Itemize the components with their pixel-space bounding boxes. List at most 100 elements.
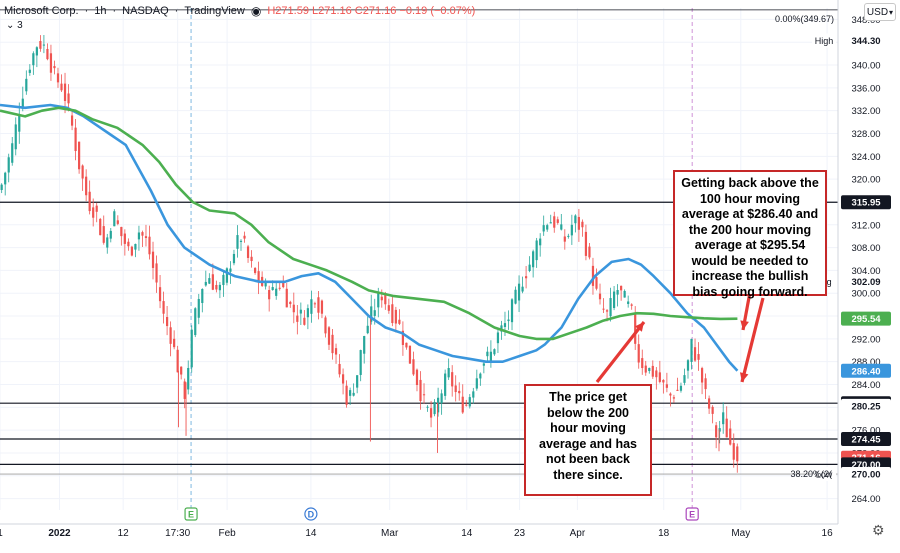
- candle-body: [468, 397, 471, 407]
- candle-body: [510, 299, 514, 323]
- candle-body: [0, 184, 3, 190]
- candle-body: [553, 216, 556, 228]
- candle-body: [655, 370, 658, 378]
- arrow-head: [739, 372, 749, 382]
- candle-body: [620, 285, 623, 291]
- settings-gear-icon[interactable]: ⚙: [872, 522, 885, 538]
- candle-body: [225, 268, 229, 283]
- interval-label[interactable]: 1h: [94, 5, 107, 17]
- event-marker: [685, 507, 699, 521]
- ma-collapse-toggle[interactable]: ⌄ 3: [6, 20, 23, 31]
- candle-body: [570, 224, 573, 236]
- candle-body: [708, 398, 711, 409]
- candle-body: [70, 115, 74, 126]
- candle-body: [384, 293, 387, 305]
- candle-body: [560, 224, 563, 230]
- candle-body: [296, 315, 299, 322]
- candle-body: [285, 288, 288, 308]
- candle-body: [486, 351, 489, 357]
- candle-body: [567, 235, 570, 237]
- candle-body: [197, 298, 200, 318]
- candle-body: [679, 385, 683, 391]
- candle-body: [451, 372, 454, 387]
- candle-body: [39, 41, 42, 49]
- candle-body: [472, 391, 475, 398]
- candle-body: [394, 309, 397, 324]
- candle-body: [239, 240, 243, 242]
- candle-body: [412, 359, 415, 375]
- symbol-name[interactable]: Microsoft Corp.: [4, 5, 79, 17]
- candle-body: [148, 236, 151, 255]
- candle-body: [120, 226, 123, 237]
- currency-button[interactable]: USD ▾: [864, 3, 896, 21]
- candle-body: [602, 308, 605, 310]
- annotation-arrow: [740, 297, 765, 383]
- eye-icon[interactable]: ◉: [250, 4, 262, 18]
- candle-body: [176, 349, 179, 373]
- y-tick-label: 308.00: [851, 243, 880, 254]
- candle-body: [401, 330, 405, 345]
- candle-body: [250, 256, 253, 262]
- candle-body: [190, 329, 193, 368]
- candle-body: [380, 296, 383, 301]
- candle-body: [116, 220, 119, 224]
- candle-body: [465, 404, 468, 406]
- candle-body: [127, 241, 130, 247]
- y-tick-label: 336.00: [851, 83, 880, 94]
- x-tick-label: Mar: [381, 528, 399, 539]
- y-tick-label: 312.00: [851, 220, 880, 231]
- candle-body: [454, 385, 457, 393]
- candle-body: [278, 287, 281, 289]
- candle-body: [21, 98, 24, 109]
- candle-body: [665, 384, 668, 388]
- y-tick-label: 324.00: [851, 152, 880, 163]
- candle-body: [92, 207, 95, 218]
- price-badge: [841, 311, 891, 326]
- candle-body: [88, 191, 91, 212]
- price-badge: [841, 398, 891, 413]
- fib-label-top: 0.00%(349.67): [775, 14, 834, 24]
- candle-body: [7, 157, 10, 173]
- candle-body: [637, 344, 640, 363]
- candle-body: [158, 287, 162, 302]
- candle-body: [595, 277, 598, 289]
- candle-body: [268, 290, 271, 300]
- candle-body: [408, 345, 412, 364]
- candle-body: [489, 351, 493, 362]
- price-badge-label: 280.25: [851, 401, 881, 412]
- candle-body: [56, 73, 60, 83]
- moving-average-line: [0, 106, 738, 341]
- x-tick-label: 2022: [48, 528, 71, 539]
- candle-body: [243, 235, 246, 239]
- price-badge-label: 302.09: [851, 277, 880, 288]
- candle-body: [162, 301, 165, 314]
- fib-label-bottom: 38.20%(2(: [790, 469, 832, 479]
- price-badge: [841, 431, 891, 446]
- candle-body: [517, 283, 521, 301]
- arrow-head: [740, 320, 749, 330]
- y-tick-label: 276.00: [851, 426, 880, 437]
- candle-body: [584, 231, 588, 256]
- candle-body: [366, 325, 369, 334]
- annotation-right: Getting back above the 100 hour moving a…: [673, 170, 827, 299]
- event-marker-label: E: [188, 510, 194, 520]
- candle-body: [324, 317, 327, 334]
- candle-body: [479, 373, 482, 379]
- price-badge-label: 270.00: [851, 460, 880, 471]
- y-tick-label: 332.00: [851, 106, 880, 117]
- y-tick-label: 328.00: [851, 129, 880, 140]
- event-marker-label: E: [689, 510, 695, 520]
- candle-body: [289, 301, 292, 305]
- candle-body: [78, 141, 81, 170]
- price-badge-label: 315.95: [851, 198, 881, 209]
- candle-body: [683, 375, 686, 383]
- candle-body: [53, 66, 56, 69]
- candle-body: [630, 304, 633, 306]
- candle-body: [42, 44, 46, 46]
- annotation-arrow: [595, 321, 646, 383]
- candle-body: [141, 232, 144, 236]
- candle-body: [327, 327, 331, 345]
- candle-body: [349, 390, 352, 396]
- candle-body: [609, 298, 612, 317]
- candle-body: [211, 274, 214, 290]
